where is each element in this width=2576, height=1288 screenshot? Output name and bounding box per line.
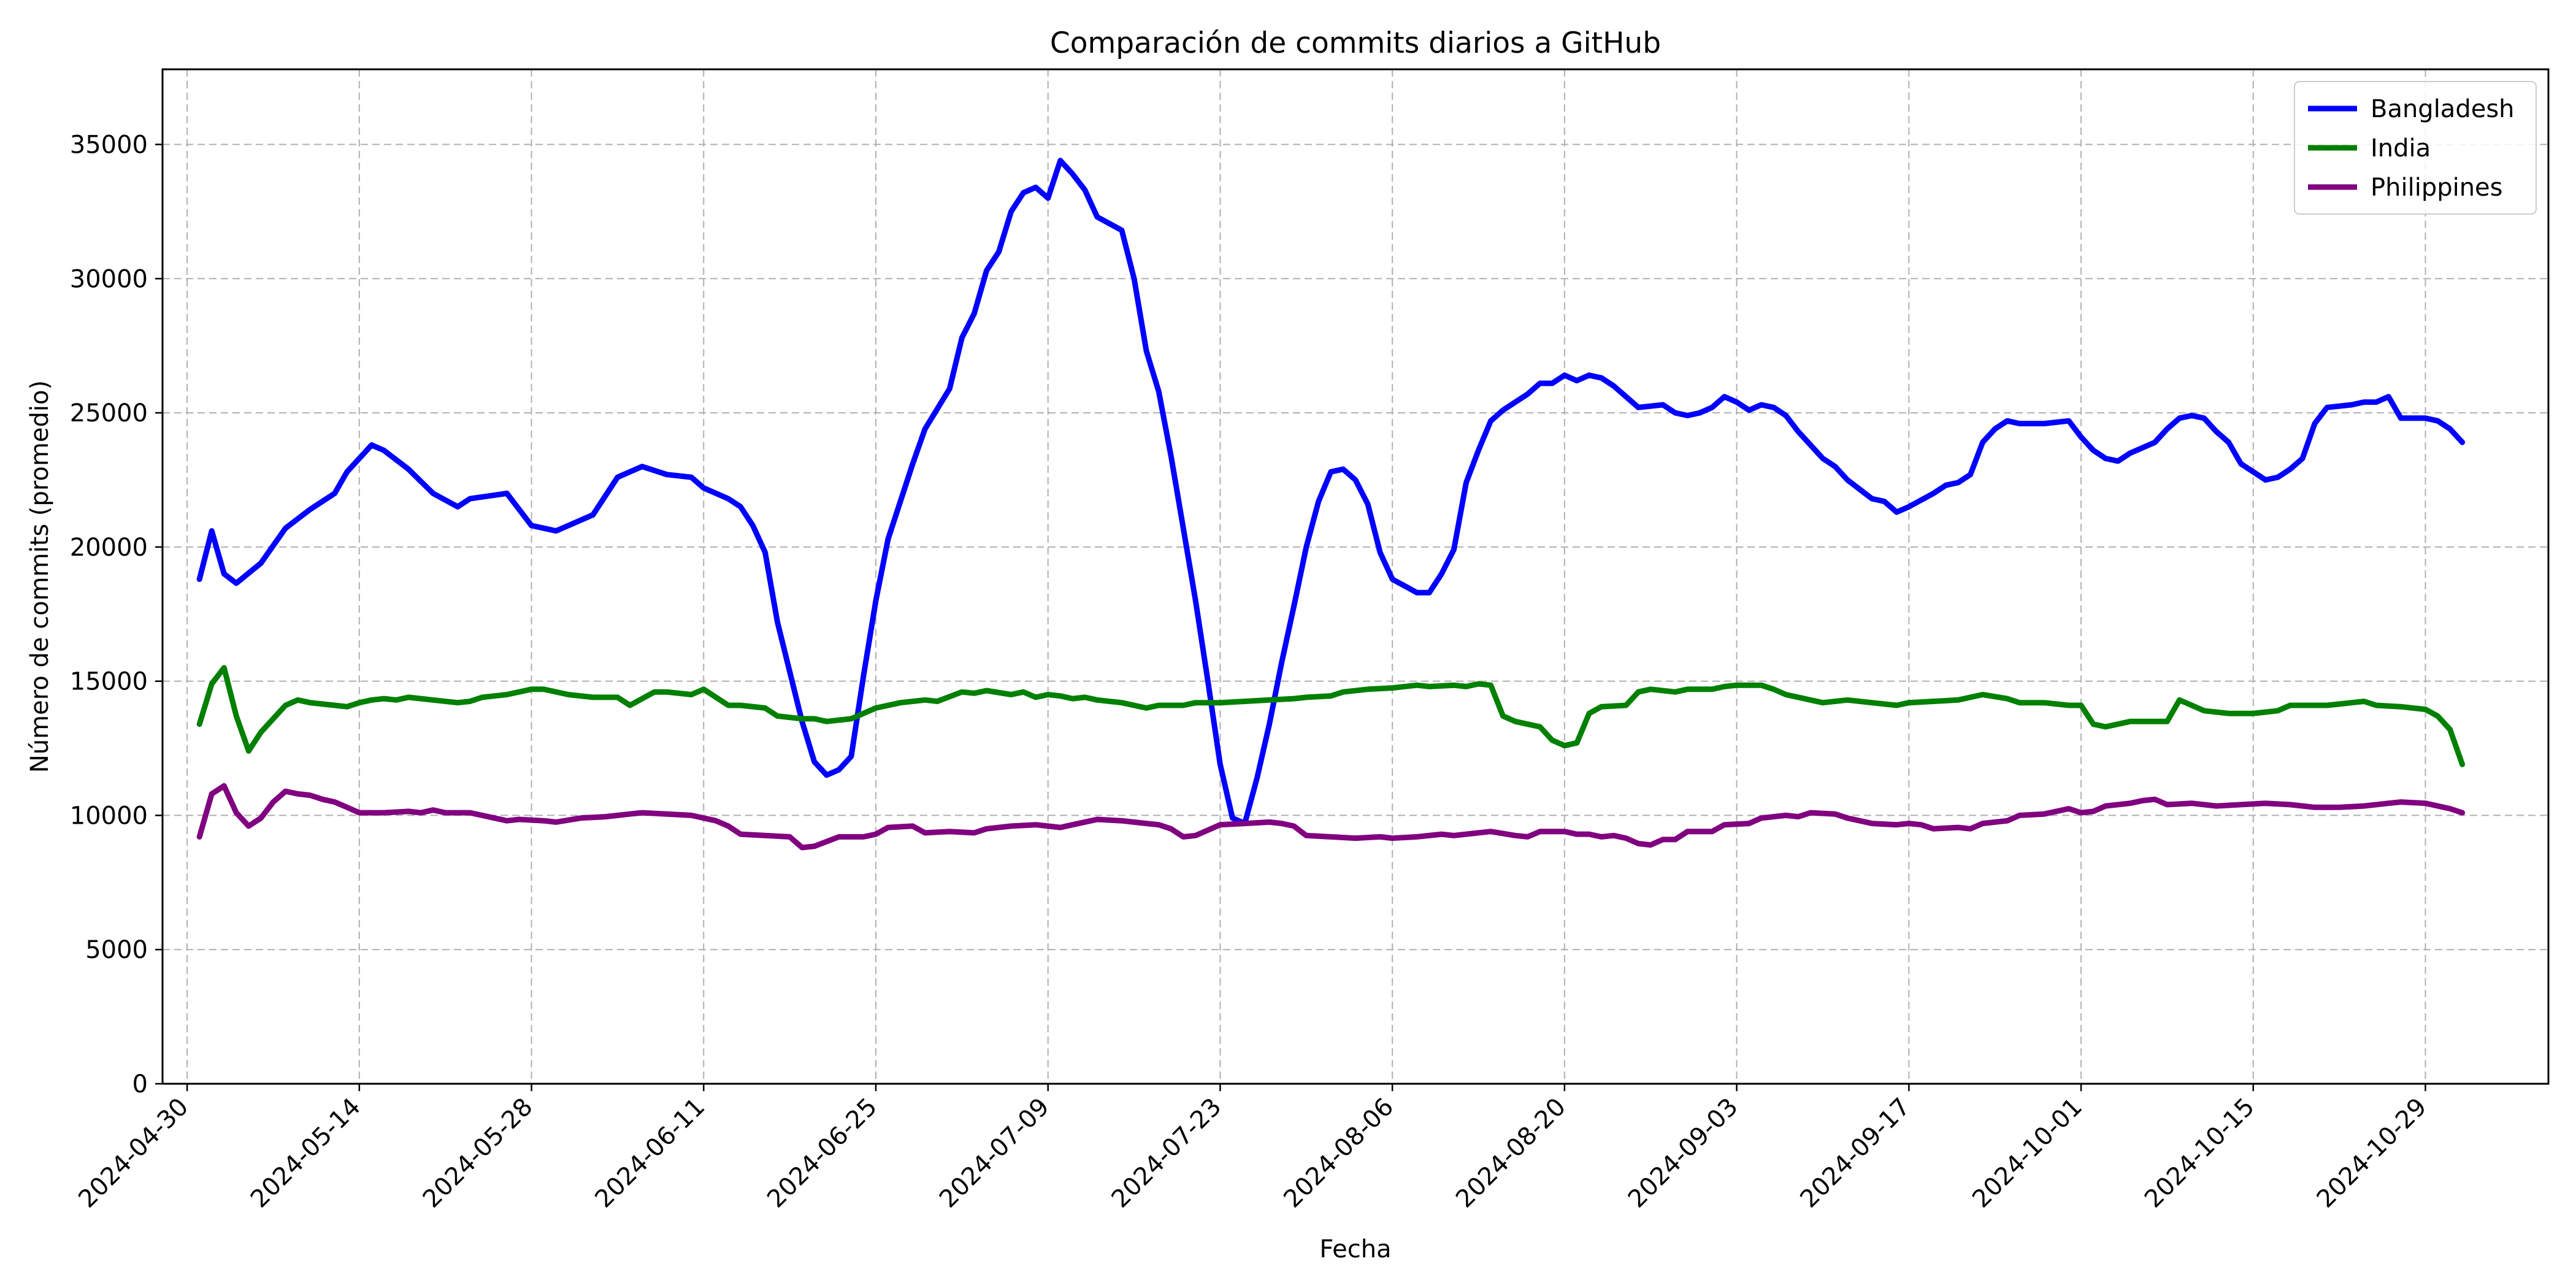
y-tick-label: 30000 [70, 265, 148, 293]
y-tick-label: 0 [132, 1070, 148, 1098]
legend-label-philippines: Philippines [2371, 174, 2503, 202]
legend-label-bangladesh: Bangladesh [2371, 95, 2515, 123]
legend-label-india: India [2371, 134, 2431, 163]
series-line-india [196, 665, 2466, 767]
series-line-philippines [196, 783, 2466, 851]
grid [163, 69, 2548, 1084]
series-line-bangladesh [196, 158, 2466, 827]
chart-title: Comparación de commits diarios a GitHub [1050, 26, 1661, 60]
y-tick-label: 20000 [70, 534, 148, 562]
series-lines [196, 158, 2466, 851]
y-tick-label: 10000 [70, 802, 148, 830]
y-tick-label: 15000 [70, 668, 148, 696]
legend: Bangladesh India Philippines [2294, 81, 2537, 215]
y-tick-label: 35000 [70, 131, 148, 159]
y-tick-label: 25000 [70, 399, 148, 427]
x-axis-label: Fecha [1319, 1235, 1391, 1263]
y-tick-label: 5000 [85, 936, 148, 964]
legend-box [2294, 81, 2537, 215]
y-axis-label: Número de commits (promedio) [26, 380, 54, 773]
plot-frame [161, 68, 2550, 1085]
